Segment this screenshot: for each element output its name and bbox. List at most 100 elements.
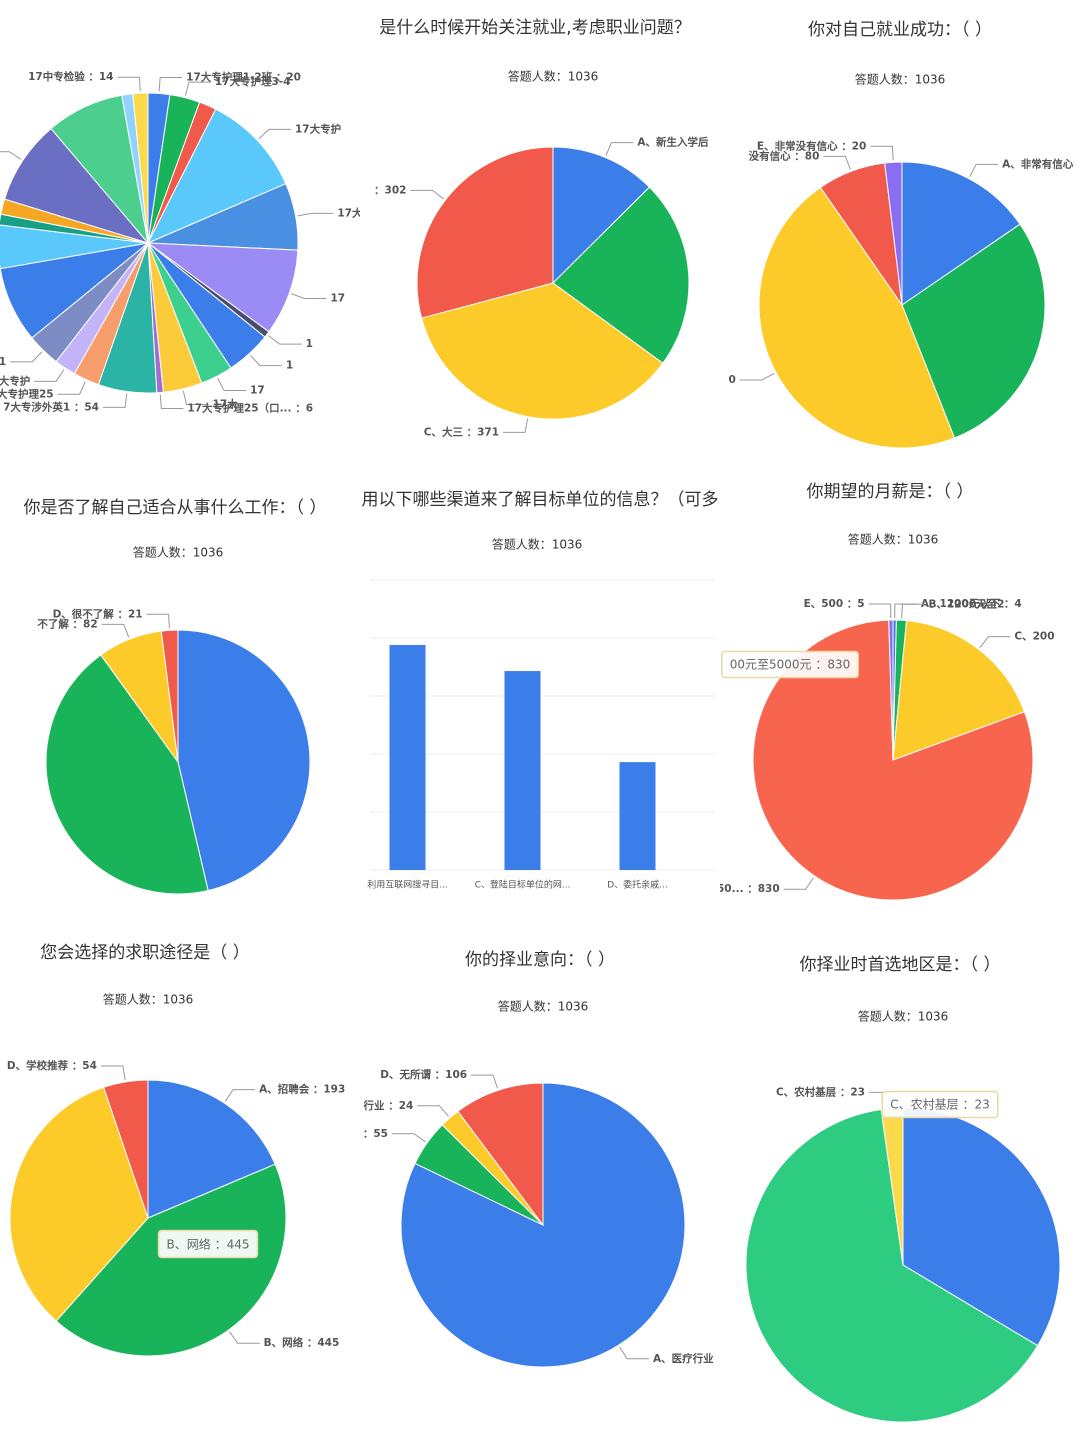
- pie-slice: [3, 127, 150, 244]
- chart-title: 你择业时首选地区是：（ ）: [800, 955, 1001, 975]
- leader-line: [979, 636, 1011, 648]
- tooltip: [720, 650, 860, 679]
- slice-label: C、200: [1014, 631, 1054, 643]
- leader-line: [823, 155, 851, 170]
- pie-slice: [55, 1163, 287, 1357]
- slice-label: 17大专护理25（口... ：6: [187, 401, 313, 414]
- pie-slice: [45, 654, 209, 895]
- leader-line: [10, 351, 43, 363]
- slice-label: 17大: [213, 397, 239, 410]
- pie-slice: [552, 186, 690, 364]
- chart-subtitle: 答题人数：1036: [508, 69, 599, 84]
- chart-title: 你期望的月薪是：（ ）: [807, 482, 974, 502]
- chart-panel: 你的择业意向：（ ） 答题人数：1036 A、医疗行业 ：55 行业 ：24 D、无所谓 …: [363, 950, 714, 1368]
- chart-subtitle: 答题人数：1036: [855, 72, 946, 87]
- leader-line: [969, 163, 999, 177]
- chart-panel: 你是否了解自己适合从事什么工作：（ ） 答题人数：1036 不了解 ：82D、很不了…: [24, 498, 327, 895]
- slice-label: 17大专护理3-4: [215, 75, 291, 88]
- chart-title: 你的择业意向：（ ）: [465, 950, 615, 970]
- pie-slice: [0, 224, 149, 270]
- pie-slice: [884, 161, 903, 306]
- tooltip: [881, 1090, 999, 1119]
- slice-label: 17大专护理1-2班 ：20: [186, 70, 301, 83]
- slice-label: C、大三 ：371: [424, 425, 499, 438]
- leader-line: [224, 1089, 256, 1102]
- bar: [619, 762, 656, 870]
- slice-label: 7大专涉外英1 ：54: [3, 400, 99, 413]
- chart-title: 是什么时候开始关注就业,考虑职业问题？: [379, 18, 690, 38]
- leader-line: [101, 623, 130, 638]
- leader-line: [619, 1346, 650, 1360]
- slice-label: 1: [306, 338, 313, 350]
- tooltip: [157, 1229, 259, 1259]
- leader-line: [503, 418, 529, 433]
- chart-panel: 你对自己就业成功：（ ） 答题人数：1036 A、非常有信心 0 没有信心 ：80E、非…: [728, 20, 1074, 449]
- slice-label: A、1200元以下 ：4: [921, 598, 1022, 610]
- tooltip-text: 00元至5000元 ：830: [730, 658, 851, 672]
- leader-line: [417, 1105, 449, 1117]
- tooltip-text: B、网络 ：445: [167, 1237, 250, 1252]
- chart-title: 您会选择的求职途径是（ ）: [40, 943, 249, 963]
- pie-slice: [892, 620, 1026, 761]
- leader-line: [605, 142, 634, 156]
- slice-label: 17: [250, 385, 265, 397]
- leader-line: [291, 293, 327, 299]
- slice-label: 不了解 ：82: [37, 617, 97, 630]
- slice-label: 17中专检验 ：14: [28, 70, 113, 83]
- leader-line: [258, 128, 291, 140]
- slice-label: A、新生入学后: [637, 136, 709, 149]
- slice-label: D、无所谓 ：106: [380, 1068, 467, 1081]
- leader-line: [146, 613, 170, 629]
- slice-label: E、非常没有信心 ：20: [757, 139, 866, 152]
- bar: [504, 671, 541, 870]
- leader-line: [158, 76, 183, 92]
- slice-label: 0: [728, 374, 735, 386]
- pie-slice: [901, 161, 1021, 306]
- pie-slice: [147, 1079, 276, 1219]
- x-tick-label: D、委托亲戚...: [607, 879, 668, 891]
- slice-label: 17大: [337, 206, 363, 219]
- chart-subtitle: 答题人数：1036: [103, 992, 194, 1007]
- tooltip-text: C、农村基层 ：23: [890, 1098, 989, 1112]
- pie-slice: [420, 282, 664, 420]
- chart-subtitle: 答题人数：1036: [498, 999, 589, 1014]
- chart-subtitle: 答题人数：1036: [858, 1009, 949, 1024]
- chart-title: 你对自己就业成功：（ ）: [808, 20, 992, 40]
- slice-label: 17: [330, 292, 345, 304]
- slice-label: ：55: [363, 1128, 388, 1140]
- leader-line: [182, 390, 209, 405]
- x-tick-label: C、登陆目标单位的网...: [475, 879, 571, 891]
- leader-line: [392, 1133, 426, 1143]
- chart-panel: 您会选择的求职途径是（ ） 答题人数：1036 A、招聘会 ：193 B、网络 ：44…: [7, 943, 345, 1357]
- x-tick-label: 利用互联网搜寻目...: [367, 879, 448, 891]
- chart-subtitle: 答题人数：1036: [848, 532, 939, 547]
- leader-line: [0, 151, 22, 160]
- slice-label: A、医疗行业: [653, 1352, 714, 1365]
- slice-label: ：302: [374, 184, 406, 196]
- leader-line: [297, 212, 334, 217]
- pie-slice: [146, 108, 287, 245]
- slice-label: 17大专护: [0, 374, 30, 387]
- pie-slice: [102, 1079, 149, 1219]
- pie-slice: [758, 186, 956, 449]
- leader-line: [102, 393, 128, 408]
- slice-label: D、很不了解 ：21: [53, 607, 143, 620]
- slice-label: E、500 ：5: [804, 598, 865, 610]
- leader-line: [100, 1065, 126, 1080]
- slice-label: D、学校推荐 ：54: [7, 1059, 97, 1072]
- slice-label: B、网络 ：445: [264, 1336, 340, 1349]
- slice-label: A、招聘会 ：193: [259, 1083, 345, 1096]
- slice-label: 行业 ：24: [363, 1099, 414, 1112]
- leader-line: [250, 354, 282, 367]
- leader-line: [268, 335, 302, 345]
- pie-slice: [9, 1086, 149, 1322]
- chart-subtitle: 答题人数：1036: [492, 537, 583, 552]
- leader-line: [868, 603, 892, 619]
- pie-slice: [132, 92, 149, 244]
- pie-slice: [888, 619, 894, 761]
- leader-line: [901, 603, 925, 619]
- chart-title: 你是否了解自己适合从事什么工作：（ ）: [24, 498, 327, 518]
